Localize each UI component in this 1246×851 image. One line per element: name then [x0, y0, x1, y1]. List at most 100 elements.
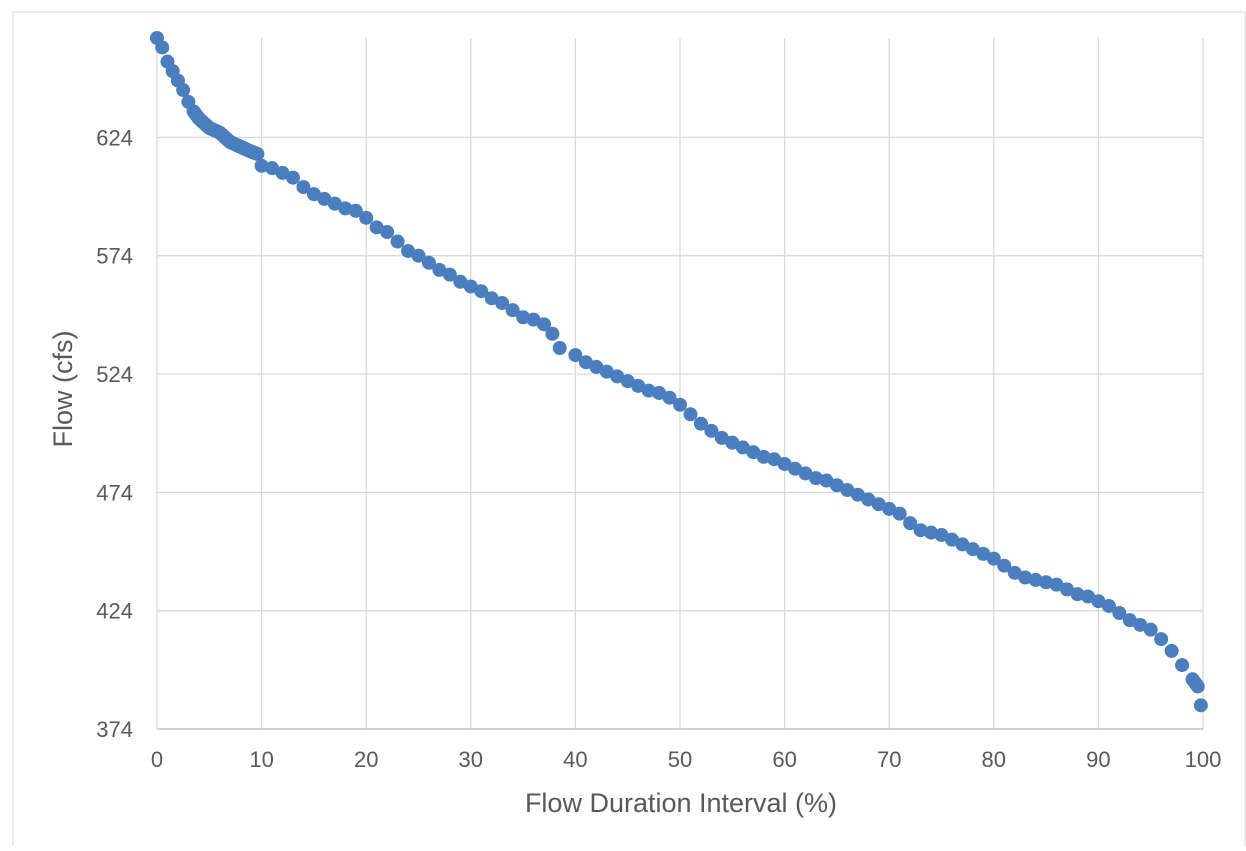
data-point: [359, 210, 374, 225]
data-point: [463, 279, 478, 294]
x-tick-label: 100: [1185, 747, 1222, 772]
data-point: [327, 196, 342, 211]
data-point: [1122, 613, 1137, 628]
data-point: [976, 546, 991, 561]
x-tick-label: 70: [877, 747, 901, 772]
data-point: [767, 452, 782, 467]
data-point: [756, 449, 771, 464]
data-point: [390, 234, 405, 249]
data-point: [610, 369, 625, 384]
data-point: [176, 83, 191, 98]
data-point: [474, 284, 489, 299]
data-point: [1101, 598, 1116, 613]
data-point: [1070, 587, 1085, 602]
data-point: [155, 40, 170, 55]
data-point: [401, 243, 416, 258]
data-point: [673, 397, 687, 412]
data-point: [453, 274, 468, 289]
y-tick-label: 524: [96, 362, 133, 387]
data-point: [965, 542, 980, 557]
data-point: [380, 225, 395, 240]
data-point: [1007, 565, 1022, 580]
data-point: [1018, 570, 1033, 585]
data-point: [545, 326, 560, 341]
data-point: [296, 180, 311, 195]
data-point: [411, 248, 426, 263]
data-point: [693, 416, 708, 431]
data-point: [683, 407, 698, 422]
data-point: [955, 537, 970, 552]
data-point: [1190, 679, 1205, 694]
x-tick-label: 30: [459, 747, 483, 772]
data-point: [599, 364, 614, 379]
data-point: [819, 473, 834, 488]
data-point: [861, 492, 876, 507]
data-point: [1060, 582, 1075, 597]
x-tick-label: 50: [668, 747, 692, 772]
data-point: [788, 461, 803, 476]
x-tick-label: 20: [354, 747, 378, 772]
data-point: [1164, 643, 1179, 658]
y-tick-label: 574: [96, 244, 133, 269]
data-point: [1175, 658, 1190, 673]
x-tick-label: 90: [1086, 747, 1110, 772]
data-point: [913, 523, 928, 538]
data-point: [537, 317, 552, 332]
y-tick-label: 474: [96, 480, 133, 505]
data-point: [850, 487, 865, 502]
data-point: [714, 430, 729, 445]
data-point: [250, 146, 265, 161]
x-tick-label: 40: [563, 747, 587, 772]
data-point: [589, 359, 604, 374]
data-point: [578, 355, 593, 370]
data-point: [1154, 632, 1169, 647]
data-point: [495, 296, 510, 311]
data-point: [552, 341, 567, 356]
data-point: [369, 220, 384, 235]
data-point: [265, 161, 280, 176]
data-point: [1143, 622, 1158, 637]
data-point: [348, 203, 363, 218]
data-point: [986, 551, 1001, 566]
data-point: [746, 445, 761, 460]
data-point: [631, 378, 646, 393]
data-point: [662, 390, 677, 405]
data-point: [777, 456, 792, 471]
x-tick-label: 0: [151, 747, 163, 772]
data-point: [1133, 617, 1148, 632]
data-point: [1028, 572, 1043, 587]
data-point: [526, 312, 541, 327]
x-axis-label: Flow Duration Interval (%): [525, 788, 837, 818]
chart-border: [12, 11, 1246, 851]
data-point: [285, 170, 300, 185]
data-point: [652, 385, 667, 400]
data-point: [568, 348, 583, 363]
data-point: [306, 187, 321, 202]
data-point: [808, 471, 823, 486]
data-point: [944, 532, 959, 547]
grid-layer: [157, 38, 1204, 729]
data-point: [1039, 575, 1054, 590]
data-point: [903, 516, 918, 531]
data-point: [1049, 577, 1064, 592]
data-point: [484, 291, 499, 306]
data-point: [997, 558, 1012, 573]
data-point: [442, 267, 457, 282]
y-tick-label: 424: [96, 599, 133, 624]
data-point: [871, 497, 886, 512]
data-point: [735, 440, 750, 455]
y-tick-label: 624: [96, 125, 133, 150]
data-point: [317, 191, 332, 206]
data-point: [432, 262, 447, 277]
data-point: [254, 158, 269, 173]
data-point: [924, 525, 939, 540]
data-points: [150, 31, 1208, 713]
data-point: [505, 303, 520, 318]
data-point: [892, 506, 907, 521]
data-point: [725, 435, 740, 450]
data-point: [1091, 594, 1106, 609]
x-tick-label: 80: [982, 747, 1006, 772]
data-point: [1112, 606, 1127, 621]
